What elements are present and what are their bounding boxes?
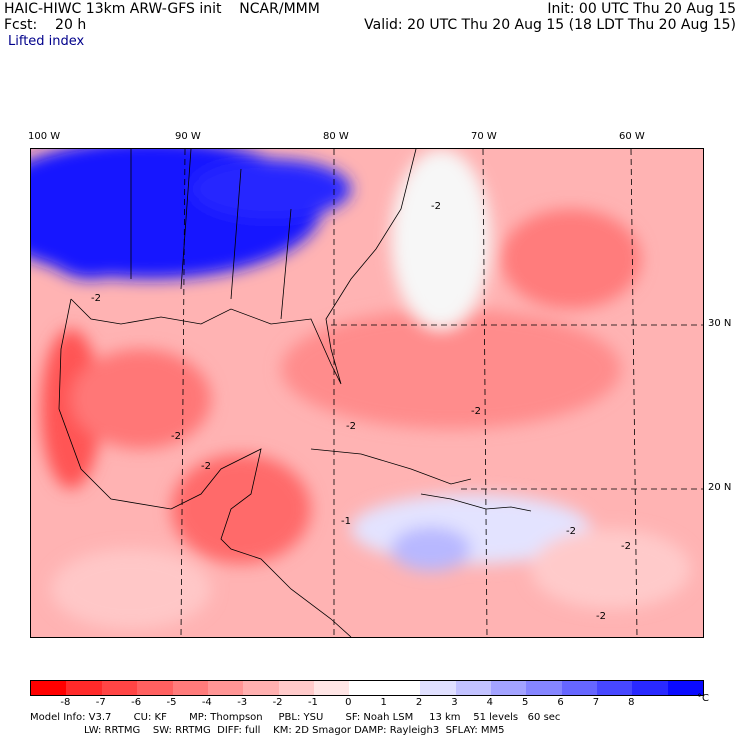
contour-label: -2 <box>171 431 181 442</box>
colorbar-swatch <box>597 681 633 695</box>
colorbar-tick-label: -3 <box>237 697 248 708</box>
cuba-coastline <box>310 448 472 485</box>
contour-label: -2 <box>621 541 631 552</box>
colorbar-tick-label: -2 <box>272 697 283 708</box>
coastlines <box>58 149 532 637</box>
colorbar-swatch <box>172 681 208 695</box>
meridian-60w <box>630 149 638 637</box>
meridian-70w <box>482 149 488 637</box>
unstable-east <box>501 209 641 309</box>
contour-label: -2 <box>201 461 211 472</box>
colorbar-tick-label: -1 <box>307 697 318 708</box>
colorbar-swatch <box>278 681 314 695</box>
graticule <box>180 149 703 637</box>
meridian-90w <box>180 149 186 637</box>
colorbar-swatch <box>490 681 527 695</box>
lon-label-100w: 100 W <box>28 131 61 142</box>
contour-label: -2 <box>91 293 101 304</box>
state-borders <box>130 149 292 320</box>
colorbar-swatch <box>207 681 244 695</box>
colorbar-tick-label: -5 <box>166 697 177 708</box>
colorbar-swatch <box>455 681 491 695</box>
lon-label-90w: 90 W <box>175 131 201 142</box>
colorbar-swatch <box>137 681 173 695</box>
footer-model-info: Model Info: V3.7 CU: KF MP: Thompson PBL… <box>30 712 561 723</box>
colorbar-swatch <box>243 681 279 695</box>
colorbar-swatch <box>526 681 562 695</box>
valid-time: Valid: 20 UTC Thu 20 Aug 15 (18 LDT Thu … <box>364 17 736 33</box>
contour-label: -1 <box>341 516 351 527</box>
colorbar <box>30 680 704 696</box>
forecast-hour: Fcst: 20 h <box>4 17 87 33</box>
stable-region-ne <box>191 159 351 219</box>
colorbar-swatch <box>31 681 67 695</box>
us-coastline <box>70 149 417 385</box>
colorbar-tick-label: 3 <box>451 697 458 708</box>
colorbar-tick-label: 7 <box>592 697 600 708</box>
contour-label: -2 <box>471 406 481 417</box>
colorbar-tick-label: 2 <box>415 697 423 708</box>
colorbar-tick-label: 5 <box>521 697 529 708</box>
model-title: HAIC-HIWC 13km ARW-GFS init NCAR/MMM <box>4 1 320 17</box>
lon-label-80w: 80 W <box>323 131 349 142</box>
southeast-region <box>531 529 691 609</box>
colorbar-tick-label: -7 <box>95 697 106 708</box>
field-name: Lifted index <box>8 34 85 49</box>
colorbar-swatch <box>384 681 421 695</box>
contour-label: -2 <box>431 201 441 212</box>
init-time: Init: 00 UTC Thu 20 Aug 15 <box>547 1 736 17</box>
unstable-atlantic <box>281 309 621 429</box>
colorbar-swatch <box>667 681 704 695</box>
stable-caribbean-core <box>391 527 471 571</box>
colorbar-tick-label: 1 <box>380 697 387 708</box>
colorbar-swatch <box>314 681 350 695</box>
lifted-index-map: -2 -2 -2 -2 -2 -1 -2 -2 -2 -2 <box>30 148 704 638</box>
colorbar-tick-label: 8 <box>628 697 635 708</box>
neutral-band <box>391 149 491 329</box>
colorbar-swatch <box>101 681 138 695</box>
mexico-coastline <box>58 298 352 637</box>
colorbar-tick-label: 4 <box>486 697 493 708</box>
colorbar-tick-label: 0 <box>345 697 352 708</box>
colorbar-tick-label: -6 <box>131 697 142 708</box>
colorbar-tick-label: 6 <box>557 697 564 708</box>
pacific-region <box>51 549 211 629</box>
colorbar-swatch <box>66 681 102 695</box>
lat-label-30n: 30 N <box>708 318 732 329</box>
colorbar-tick-label: -8 <box>60 697 71 708</box>
stable-region-west <box>31 159 151 279</box>
lon-label-60w: 60 W <box>619 131 645 142</box>
lat-label-20n: 20 N <box>708 482 732 493</box>
unstable-gulf <box>71 349 211 449</box>
lon-label-70w: 70 W <box>471 131 497 142</box>
colorbar-swatch <box>349 681 385 695</box>
contour-label: -2 <box>596 611 606 622</box>
footer-physics: LW: RRTMG SW: RRTMG DIFF: full KM: 2D Sm… <box>30 725 505 736</box>
colorbar-swatch <box>561 681 597 695</box>
colorbar-swatch <box>632 681 668 695</box>
colorbar-unit: °C <box>697 693 709 704</box>
colorbar-swatch <box>420 681 456 695</box>
contour-label: -2 <box>346 421 356 432</box>
colorbar-tick-label: -4 <box>201 697 212 708</box>
unstable-yucatan <box>171 454 311 564</box>
contour-label: -2 <box>566 526 576 537</box>
